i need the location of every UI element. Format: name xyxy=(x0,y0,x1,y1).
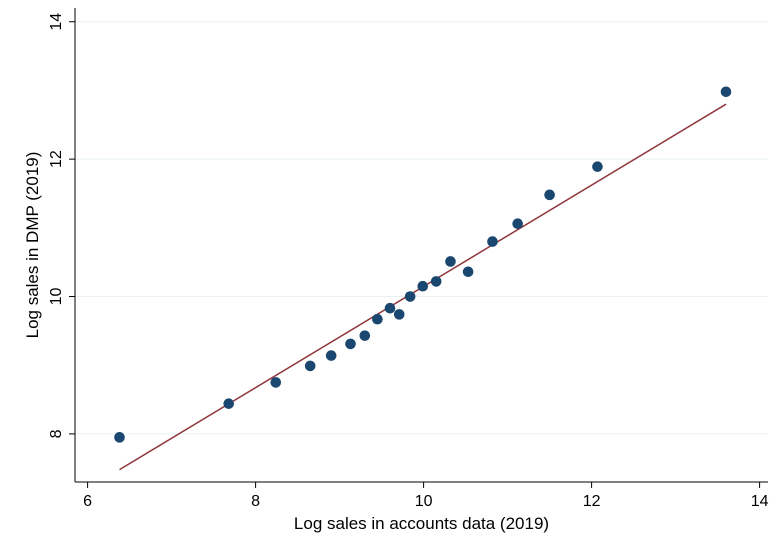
x-tick-label-8: 8 xyxy=(251,493,260,510)
data-point-19 xyxy=(720,86,732,98)
data-points xyxy=(114,86,732,443)
y-tick-label-14: 14 xyxy=(48,13,65,31)
data-point-0 xyxy=(114,432,125,443)
data-point-1 xyxy=(223,398,235,409)
x-tick-label-14: 14 xyxy=(751,493,769,510)
data-point-17 xyxy=(544,189,555,201)
data-point-7 xyxy=(372,313,383,325)
data-point-8 xyxy=(384,302,396,314)
data-point-6 xyxy=(359,330,371,341)
x-axis-ticks: 6 8 10 12 14 xyxy=(83,482,769,510)
data-point-12 xyxy=(430,276,442,287)
data-point-4 xyxy=(325,350,337,361)
axes xyxy=(74,8,768,483)
data-point-18 xyxy=(592,161,603,172)
data-point-3 xyxy=(304,360,316,372)
data-point-11 xyxy=(417,280,429,292)
y-tick-label-12: 12 xyxy=(48,150,65,168)
y-tick-label-8: 8 xyxy=(48,429,65,438)
y-tick-label-10: 10 xyxy=(48,288,65,306)
data-point-13 xyxy=(445,256,456,267)
grid-lines xyxy=(75,21,768,435)
y-axis-title: Log sales in DMP (2019) xyxy=(23,152,42,339)
data-point-10 xyxy=(404,291,416,302)
data-point-16 xyxy=(512,218,523,230)
data-point-5 xyxy=(345,338,356,350)
x-tick-label-6: 6 xyxy=(83,493,92,510)
data-point-14 xyxy=(462,266,474,278)
x-tick-label-12: 12 xyxy=(583,493,601,510)
x-tick-label-10: 10 xyxy=(415,493,433,510)
y-axis-ticks: 8 10 12 14 xyxy=(48,13,75,438)
data-point-15 xyxy=(487,236,498,247)
x-axis-title: Log sales in accounts data (2019) xyxy=(294,514,549,533)
data-point-2 xyxy=(270,377,282,388)
data-point-9 xyxy=(393,309,405,320)
